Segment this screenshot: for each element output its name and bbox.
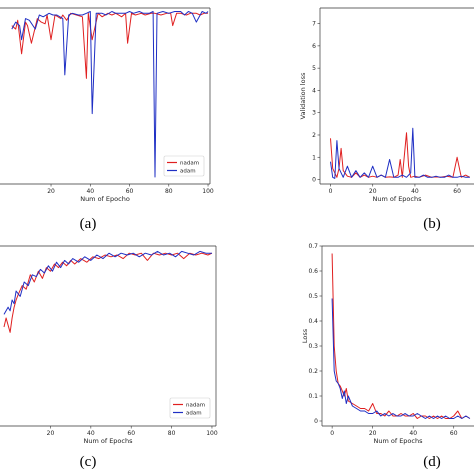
- y-tick-label: 0: [314, 418, 318, 425]
- y-tick-label: 7: [312, 21, 316, 28]
- y-tick-label: 0.5: [308, 293, 318, 300]
- series-line-adam: [11, 11, 209, 178]
- axes-frame: [321, 245, 474, 427]
- y-tick-label: 4: [312, 87, 316, 94]
- x-tick-label: 40: [411, 188, 419, 195]
- axes-frame: [319, 7, 474, 185]
- x-axis-label: Num of Epochs: [372, 195, 422, 203]
- x-tick-label: 60: [126, 188, 134, 195]
- x-tick-label: 80: [165, 188, 173, 195]
- y-tick-label: 3: [312, 110, 316, 117]
- legend-label: adam: [186, 411, 202, 417]
- chart-c: 20 40 60 80 100 Num of Epochs nadam adam (c): [0, 245, 218, 470]
- legend: nadam adam: [163, 155, 205, 177]
- subfigure-caption: (a): [80, 216, 97, 232]
- chart-a: 20 40 60 80 100 Num of Epocho nadam adam (a): [0, 7, 214, 232]
- x-tick-label: 20: [369, 430, 377, 437]
- chart-b: 0 20 40 60 0 1 2 3 4 5 6 7 Num of Epochs Validation l…: [299, 7, 474, 232]
- x-tick-label: 0: [330, 430, 334, 437]
- y-tick-label: 0: [312, 177, 316, 184]
- subfigure-caption: (d): [423, 454, 441, 470]
- x-axis-label: Num of Epochs: [83, 437, 133, 445]
- series-line-nadam: [331, 253, 471, 419]
- x-tick-label: 40: [409, 430, 417, 437]
- axes-frame: [0, 245, 217, 427]
- legend-label: nadam: [186, 403, 205, 409]
- axes-frame: [0, 7, 211, 185]
- y-axis-label: Validation loss: [299, 72, 307, 119]
- series-line-nadam: [330, 132, 471, 178]
- x-tick-label: 60: [453, 188, 461, 195]
- y-tick-label: 1: [312, 154, 316, 161]
- series-line-adam: [330, 127, 470, 179]
- y-tick-label: 0.2: [308, 368, 318, 375]
- series-line-adam: [3, 250, 212, 315]
- y-tick-label: 2: [312, 132, 316, 139]
- chart-d: 0 20 40 60 0 0.1 0.2 0.3 0.4 0.5 0.6 0.7 Num of Epoc…: [301, 243, 474, 470]
- legend: nadam adam: [169, 397, 211, 419]
- x-tick-label: 40: [87, 430, 95, 437]
- series-line-nadam: [11, 12, 208, 79]
- x-tick-label: 100: [202, 188, 214, 195]
- x-tick-label: 40: [86, 188, 94, 195]
- x-axis-label: Num of Epochs: [373, 437, 423, 445]
- x-tick-label: 20: [47, 430, 55, 437]
- x-tick-label: 60: [450, 430, 458, 437]
- x-tick-label: 80: [168, 430, 176, 437]
- y-tick-label: 0.3: [308, 343, 318, 350]
- x-tick-label: 100: [206, 430, 218, 437]
- x-tick-label: 60: [127, 430, 135, 437]
- x-axis-label: Num of Epocho: [80, 195, 130, 203]
- y-tick-label: 0.6: [308, 268, 318, 275]
- legend-label: adam: [180, 169, 196, 175]
- x-tick-label: 20: [369, 188, 377, 195]
- y-tick-label: 0.7: [308, 243, 318, 250]
- y-tick-label: 5: [312, 65, 316, 72]
- subfigure-caption: (c): [80, 454, 97, 470]
- series-line-nadam: [3, 252, 213, 333]
- legend-label: nadam: [180, 161, 199, 167]
- y-axis-label: Loss: [301, 328, 309, 343]
- y-tick-label: 0.1: [308, 393, 318, 400]
- y-tick-label: 6: [312, 43, 316, 50]
- x-tick-label: 0: [329, 188, 333, 195]
- series-line-adam: [331, 298, 471, 419]
- y-tick-label: 0.4: [308, 318, 318, 325]
- x-tick-label: 20: [47, 188, 55, 195]
- subfigure-caption: (b): [423, 216, 441, 232]
